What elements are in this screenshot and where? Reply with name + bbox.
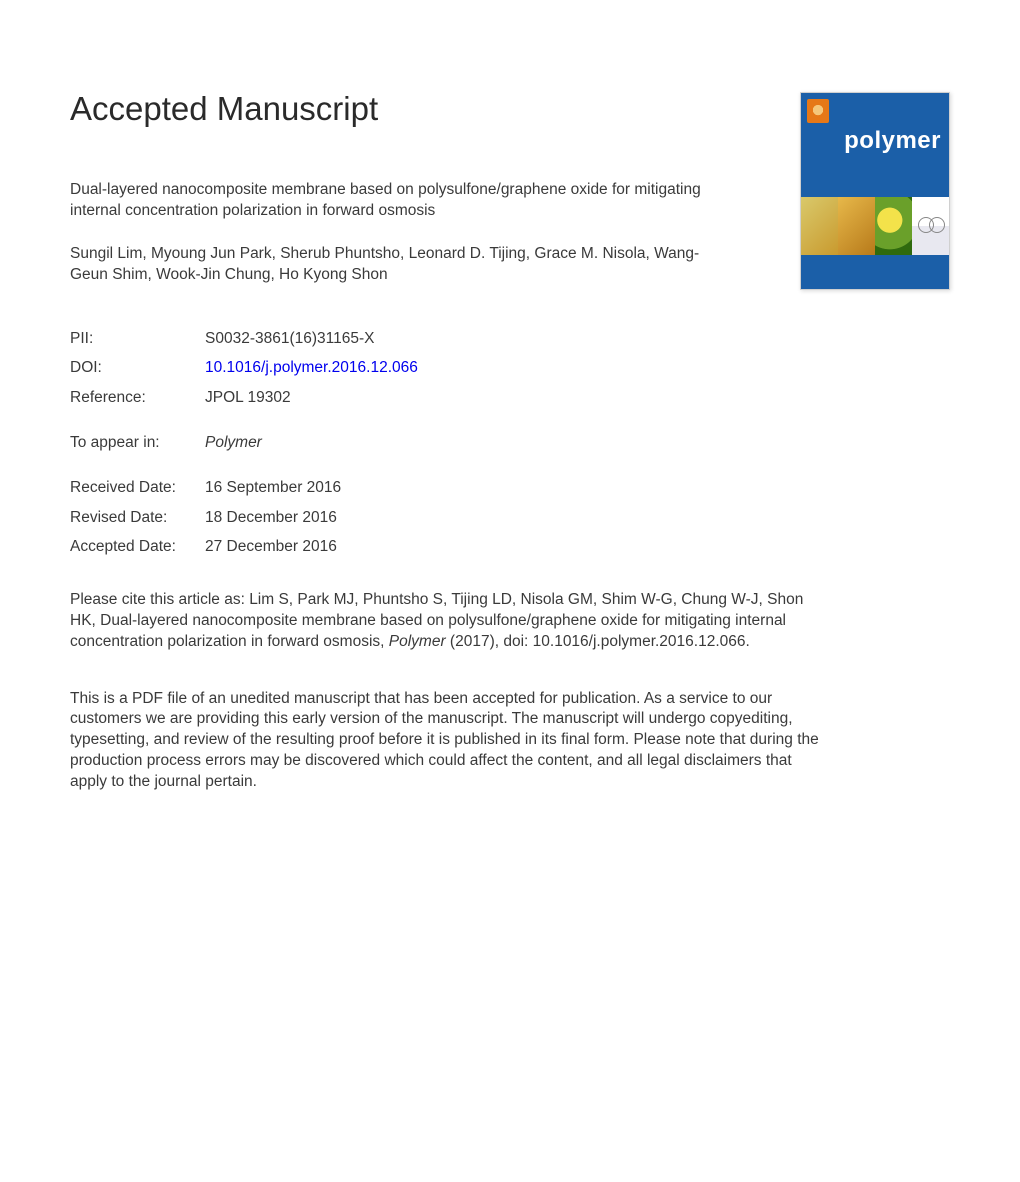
meta-value-reference: JPOL 19302 [205, 383, 291, 412]
meta-value-appear: Polymer [205, 428, 262, 457]
doi-link[interactable]: 10.1016/j.polymer.2016.12.066 [205, 353, 418, 382]
meta-row-appear: To appear in: Polymer [70, 428, 950, 457]
meta-row-accepted: Accepted Date: 27 December 2016 [70, 532, 950, 561]
meta-row-revised: Revised Date: 18 December 2016 [70, 503, 950, 532]
cover-header: polymer [801, 93, 949, 197]
meta-label-pii: PII: [70, 324, 205, 353]
meta-row-pii: PII: S0032-3861(16)31165-X [70, 324, 950, 353]
cover-thumb-1 [801, 197, 838, 255]
meta-label-reference: Reference: [70, 383, 205, 412]
meta-label-received: Received Date: [70, 473, 205, 502]
elsevier-logo-icon [807, 99, 829, 123]
meta-value-received: 16 September 2016 [205, 473, 341, 502]
cover-image-strip [801, 197, 949, 255]
cover-journal-name: polymer [844, 127, 941, 155]
cover-thumb-3 [875, 197, 912, 255]
manuscript-page: polymer Accepted Manuscript Dual-layered… [0, 0, 1020, 833]
meta-row-received: Received Date: 16 September 2016 [70, 473, 950, 502]
meta-row-reference: Reference: JPOL 19302 [70, 383, 950, 412]
meta-value-pii: S0032-3861(16)31165-X [205, 324, 374, 353]
article-authors: Sungil Lim, Myoung Jun Park, Sherub Phun… [70, 244, 710, 286]
meta-label-appear: To appear in: [70, 428, 205, 457]
article-title: Dual-layered nanocomposite membrane base… [70, 180, 710, 222]
cover-thumb-2 [838, 197, 875, 255]
meta-value-revised: 18 December 2016 [205, 503, 337, 532]
metadata-block: PII: S0032-3861(16)31165-X DOI: 10.1016/… [70, 324, 950, 562]
meta-row-doi: DOI: 10.1016/j.polymer.2016.12.066 [70, 353, 950, 382]
cover-thumb-4 [912, 197, 949, 255]
citation-journal: Polymer [389, 633, 446, 650]
cover-footer [801, 255, 949, 289]
disclaimer-text: This is a PDF file of an unedited manusc… [70, 689, 830, 794]
meta-label-revised: Revised Date: [70, 503, 205, 532]
meta-label-accepted: Accepted Date: [70, 532, 205, 561]
citation-text: Please cite this article as: Lim S, Park… [70, 590, 830, 653]
meta-label-doi: DOI: [70, 353, 205, 382]
meta-value-accepted: 27 December 2016 [205, 532, 337, 561]
journal-cover-thumbnail: polymer [800, 92, 950, 290]
citation-suffix: (2017), doi: 10.1016/j.polymer.2016.12.0… [446, 633, 750, 650]
